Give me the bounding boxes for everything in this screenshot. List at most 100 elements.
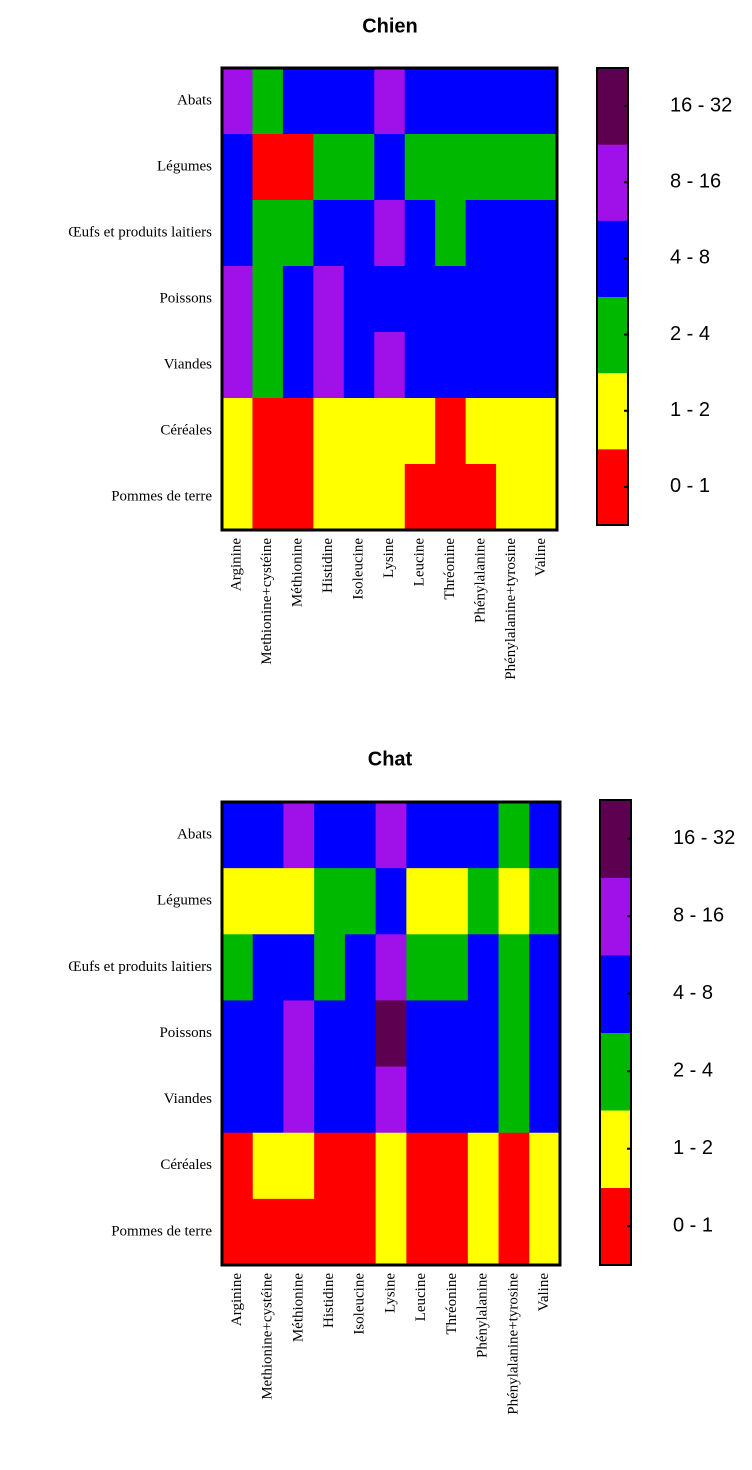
- heatmap-cell: [498, 1000, 530, 1068]
- heatmap-cell: [375, 868, 407, 935]
- colorbar-segment: [600, 1187, 631, 1266]
- heatmap-cell: [437, 1000, 469, 1068]
- heatmap-cell: [437, 802, 469, 869]
- row-label: Pommes de terre: [111, 488, 212, 504]
- heatmap-cell: [465, 464, 497, 531]
- colorbar-segment: [597, 296, 628, 374]
- heatmap-cell: [314, 1132, 346, 1200]
- legend-label: 4 - 8: [670, 247, 710, 269]
- heatmap-cell: [374, 332, 406, 399]
- heatmap-cell: [313, 134, 345, 201]
- heatmap-cell: [375, 802, 407, 869]
- heatmap-cell: [406, 1198, 438, 1266]
- row-label: Poissons: [159, 1025, 212, 1041]
- heatmap-cell: [375, 934, 407, 1001]
- heatmap-cell: [222, 868, 254, 935]
- heatmap-cell: [252, 1132, 284, 1200]
- column-label: Lysine: [382, 1273, 398, 1313]
- heatmap-cell: [437, 1132, 469, 1200]
- heatmap-cell: [404, 68, 436, 135]
- heatmap-cell: [222, 1066, 254, 1134]
- colorbar-segment: [597, 144, 628, 221]
- heatmap-cell: [222, 1132, 254, 1200]
- heatmap-cell: [252, 134, 284, 201]
- heatmap-cell: [222, 134, 253, 201]
- column-label: Phénylalanine+tyrosine: [503, 538, 519, 680]
- heatmap-cell: [314, 1000, 346, 1068]
- heatmap-cell: [344, 934, 377, 1001]
- heatmap-cell: [222, 332, 253, 399]
- legend-label: 1 - 2: [670, 399, 710, 421]
- plot-frame: [220, 800, 562, 1267]
- heatmap-cell: [344, 1066, 377, 1134]
- heatmap-cell: [465, 332, 497, 399]
- legend-label: 16 - 32: [670, 94, 732, 116]
- heatmap-cell: [498, 1198, 530, 1266]
- heatmap-cell: [222, 934, 254, 1001]
- heatmap-cell: [498, 802, 530, 869]
- column-label: Phénylalanine: [475, 1273, 491, 1358]
- row-label: Pommes de terre: [111, 1223, 212, 1239]
- column-label: Isoleucine: [352, 1273, 368, 1335]
- heatmap-cell: [283, 1132, 315, 1200]
- heatmap-cell: [526, 200, 558, 267]
- heatmap-cell: [375, 1000, 407, 1068]
- column-label: Leucine: [413, 1273, 429, 1322]
- heatmap-cell: [314, 1198, 346, 1266]
- heatmap-cell: [374, 134, 406, 201]
- heatmap-cell: [313, 398, 345, 465]
- heatmap-cell: [435, 68, 467, 135]
- row-label: Poissons: [159, 290, 212, 306]
- heatmap-cell: [498, 868, 530, 935]
- row-label: Abats: [177, 92, 212, 108]
- heatmap-cell: [282, 398, 314, 465]
- heatmap-cell: [406, 1066, 438, 1134]
- heatmap-cell: [404, 134, 436, 201]
- heatmap-cell: [498, 1132, 530, 1200]
- heatmap-cell: [467, 934, 500, 1001]
- column-label: Phénylalanine+tyrosine: [505, 1273, 521, 1415]
- column-label: Methionine+cystéine: [259, 538, 275, 665]
- column-label: Thréonine: [442, 538, 458, 600]
- heatmap-cell: [313, 68, 345, 135]
- heatmap-cell: [282, 266, 314, 333]
- heatmap-cell: [222, 802, 254, 869]
- heatmap-cell: [283, 868, 315, 935]
- heatmap-cell: [496, 134, 528, 201]
- heatmap-cell: [222, 266, 253, 333]
- heatmap-cell: [496, 332, 528, 399]
- row-label: Œufs et produits laitiers: [68, 224, 212, 240]
- heatmap-cell: [222, 464, 253, 531]
- heatmap-cell: [435, 200, 467, 267]
- heatmap-cell: [406, 802, 438, 869]
- row-label: Céréales: [160, 1157, 212, 1173]
- heatmap-cell: [465, 266, 497, 333]
- heatmap-cell: [252, 398, 284, 465]
- heatmap-cell: [343, 68, 375, 135]
- heatmap-cell: [313, 266, 345, 333]
- heatmap-cell: [252, 68, 284, 135]
- heatmap-cell: [374, 200, 406, 267]
- heatmap-cell: [343, 200, 375, 267]
- heatmap-cell: [375, 1132, 407, 1200]
- heatmap-cell: [437, 1198, 469, 1266]
- row-label: Œufs et produits laitiers: [68, 959, 212, 975]
- heatmap-cell: [343, 266, 375, 333]
- heatmap-cell: [526, 134, 558, 201]
- heatmap-cell: [435, 134, 467, 201]
- legend-label: 4 - 8: [673, 982, 713, 1004]
- heatmap-cell: [467, 1066, 500, 1134]
- heatmap-cell: [343, 332, 375, 399]
- row-label: Légumes: [157, 893, 212, 909]
- heatmap-cell: [314, 802, 346, 869]
- heatmap-cell: [252, 802, 284, 869]
- column-label: Arginine: [229, 1273, 245, 1326]
- heatmap-cell: [374, 266, 406, 333]
- heatmap-cell: [375, 1198, 407, 1266]
- heatmap-cell: [435, 398, 467, 465]
- row-label: Viandes: [164, 1091, 212, 1107]
- row-label: Viandes: [164, 356, 212, 372]
- heatmap-cell: [467, 1000, 500, 1068]
- heatmap-cell: [222, 68, 253, 135]
